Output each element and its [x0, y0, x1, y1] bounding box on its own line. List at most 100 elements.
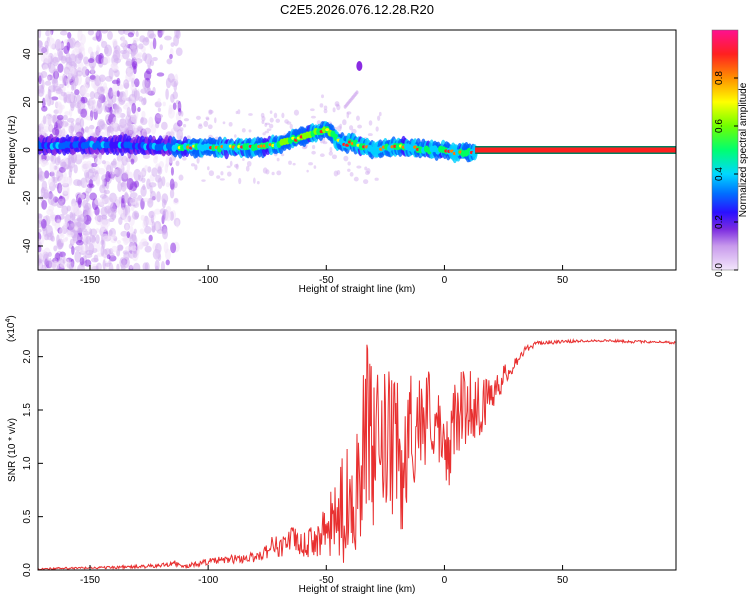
spectrogram-speckle [91, 65, 95, 76]
spectrogram-speckle [113, 69, 120, 78]
spectrogram-speckle [275, 118, 281, 123]
spectrogram-speckle [269, 117, 274, 123]
spectrogram-speckle [125, 223, 129, 231]
snr-multiplier-exponent: 4 [5, 319, 12, 323]
spectrogram-speckle [48, 205, 55, 212]
snr-x-axis: -150 -100 -50 0 50 [80, 565, 569, 586]
spectrogram-speckle [148, 234, 153, 242]
spectrogram-speckle [198, 123, 203, 127]
spectrogram-speckle [94, 206, 100, 216]
spectrogram-speckle [146, 178, 151, 190]
spectrogram-speckle [108, 98, 114, 108]
spectrogram-speckle [121, 207, 126, 219]
svg-text:(x104): (x104) [5, 315, 17, 342]
spectrogram-speckle [378, 111, 382, 117]
spectrogram-speckle [357, 124, 362, 129]
spectrogram-speckle [93, 91, 101, 100]
snr-x-tick-label: -150 [80, 575, 100, 586]
spectrogram-speckle [70, 82, 75, 91]
spectrogram-speckle [323, 105, 328, 110]
spectrogram-speckle [144, 245, 152, 253]
spectrogram-speckle [100, 214, 107, 220]
spectrogram-speckle [190, 163, 196, 167]
snr-panel: -150 -100 -50 0 50 0.0 0.5 1.0 1.5 2.0 Height of… [5, 315, 677, 595]
spectrogram-speckle [168, 154, 174, 164]
spectrogram-speckle [115, 170, 123, 183]
spectrogram-speckle [43, 170, 50, 179]
spectrogram-speckle [142, 220, 147, 229]
spectrogram-speckle [62, 73, 67, 86]
spectrogram-speckle [125, 102, 133, 107]
spectrogram-speckle [111, 245, 118, 253]
spectrogram-speckle [331, 154, 337, 160]
spectrogram-speckle [273, 112, 278, 119]
colorbar-tick-label: 0.2 [714, 215, 725, 229]
spectrogram-speckle [245, 165, 250, 172]
spectrogram-speckle [117, 181, 123, 193]
snr-y-tick-label: 0.0 [22, 563, 33, 577]
spectrogram-speckle [253, 177, 256, 184]
figure-title: C2E5.2026.076.12.28.R20 [280, 2, 434, 17]
spectrogram-speckle [41, 233, 45, 242]
spectrogram-speckle [62, 114, 68, 121]
spectrogram-speckle [161, 198, 166, 209]
spectrogram-heatmap [38, 30, 676, 270]
spectrogram-speckle [205, 116, 210, 120]
snr-frame [37, 329, 677, 571]
spectrogram-speckle [356, 115, 360, 121]
spectrogram-speckle [87, 46, 93, 55]
spectrogram-speckle [129, 198, 136, 203]
spectrogram-speckle [310, 115, 316, 119]
spectrogram-speckle [104, 189, 110, 195]
spectrogram-x-tick-label: 0 [442, 275, 448, 286]
spectrogram-x-tick-label: 50 [557, 275, 569, 286]
spectrogram-speckle [222, 121, 226, 125]
spectrogram-speckle [157, 97, 161, 104]
snr-x-tick-label: 0 [442, 575, 448, 586]
spectrogram-speckle [195, 115, 201, 120]
spectrogram-speckle [71, 245, 75, 256]
spectrogram-speckle [40, 154, 47, 161]
spectrogram-speckle [207, 124, 213, 130]
snr-series-line [38, 338, 676, 570]
spectrogram-speckle [133, 180, 140, 188]
spectrogram-speckle [155, 265, 159, 270]
spectrogram-speckle [63, 171, 67, 179]
spectrogram-speckle [368, 120, 373, 126]
spectrogram-speckle [106, 254, 111, 260]
spectrogram-speckle [67, 32, 72, 39]
spectrogram-speckle [59, 233, 65, 239]
spectrogram-speckle [289, 123, 293, 130]
spectrogram-speckle [346, 111, 350, 119]
spectrogram-y-label: Frequency (Hz) [7, 116, 18, 185]
spectrogram-speckle [151, 221, 156, 233]
spectrogram-speckle [75, 94, 82, 104]
spectrogram-speckle [48, 37, 55, 49]
snr-y-tick-label: 1.5 [22, 403, 33, 417]
spectrogram-speckle [88, 58, 95, 64]
snr-y-axis: 0.0 0.5 1.0 1.5 2.0 [22, 349, 43, 577]
spectrogram-speckle [130, 192, 138, 198]
spectrogram-speckle [84, 182, 88, 189]
spectrogram-speckle [140, 185, 147, 197]
spectrogram-speckle [226, 165, 231, 169]
snr-y-tick-label: 2.0 [22, 349, 33, 363]
spectrogram-speckle [49, 123, 53, 131]
spectrogram-speckle [148, 116, 154, 129]
spectrogram-speckle [174, 30, 180, 39]
spectrogram-speckle [121, 155, 128, 166]
spectrogram-y-tick-label: 20 [22, 96, 33, 108]
spectrogram-speckle [142, 52, 148, 62]
spectrogram-speckle [44, 93, 49, 105]
spectrogram-speckle [85, 235, 92, 245]
spectrogram-speckle [268, 123, 274, 129]
spectrogram-speckle [94, 197, 101, 206]
spectrogram-speckle [68, 53, 77, 64]
spectrogram-speckle [63, 164, 71, 170]
spectrogram-speckle [321, 94, 324, 99]
spectrogram-speckle [117, 30, 126, 35]
spectrogram-speckle [81, 66, 88, 78]
spectrogram-speckle [77, 46, 86, 52]
spectrogram-speckle [170, 242, 177, 254]
spectrogram-speckle [152, 86, 156, 95]
